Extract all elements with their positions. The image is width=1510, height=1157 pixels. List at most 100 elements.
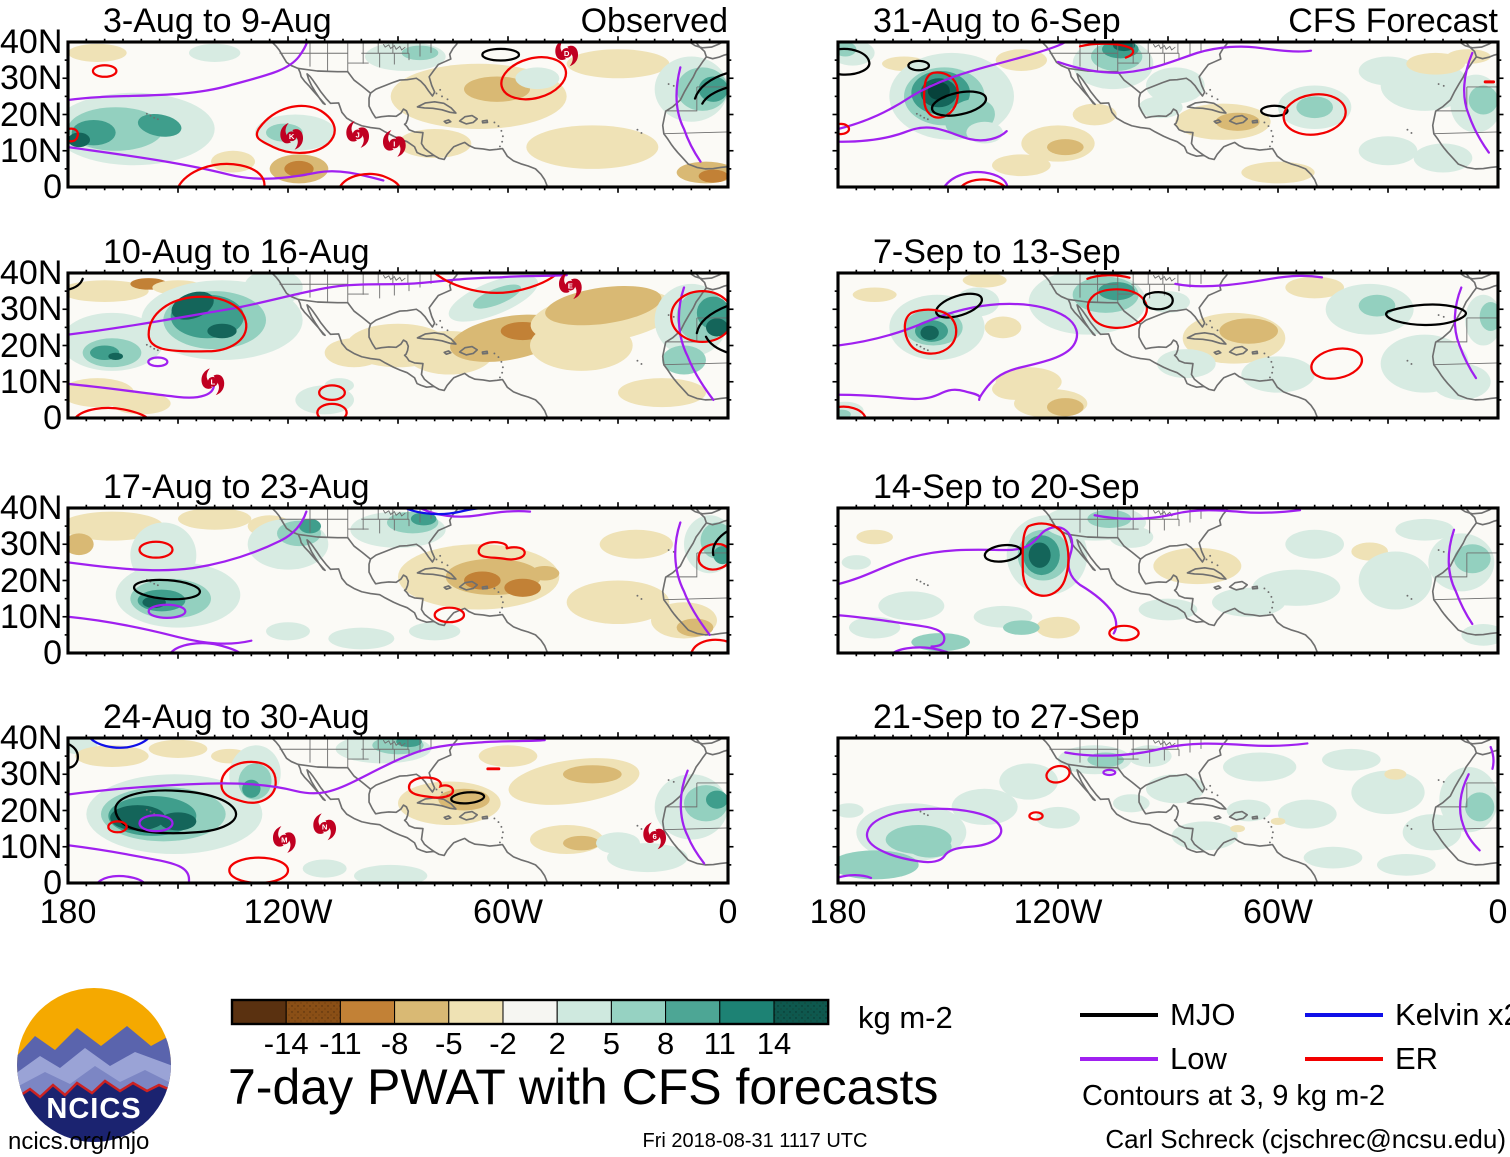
colorbar-tick: 14 <box>756 1026 792 1061</box>
coastline <box>1041 738 1498 883</box>
storm-letter: 6 <box>653 832 657 841</box>
hurricane-icon: E <box>558 272 582 300</box>
map-panel: K J I D <box>62 36 734 193</box>
coastline <box>1041 508 1498 653</box>
island-dots <box>145 549 675 614</box>
wave-contours <box>838 42 1496 187</box>
storm-letter: N <box>322 823 328 832</box>
x-tick-label: 120W <box>243 893 333 931</box>
colorbar-segment <box>394 999 450 1025</box>
axis-ticks <box>62 502 734 659</box>
hurricane-icon: D <box>555 39 579 67</box>
legend-item-er: ER <box>1305 1041 1510 1077</box>
legend-item-mjo: MJO <box>1080 997 1305 1033</box>
panel-corner-label: Observed <box>580 2 728 40</box>
panel-title: 7-Sep to 13-Sep <box>873 233 1121 271</box>
x-tick-label: 0 <box>718 893 738 931</box>
map-panel <box>832 267 1504 424</box>
colorbar-tick: 5 <box>602 1026 621 1061</box>
legend-line-swatch <box>1305 1057 1383 1061</box>
hurricane-icon: J <box>346 121 370 148</box>
axis-ticks <box>62 732 734 889</box>
storm-letter: J <box>356 130 360 139</box>
y-tick-label: 10N <box>0 597 63 636</box>
island-dots <box>145 83 675 148</box>
x-tick-label: 60W <box>473 893 543 931</box>
colorbar-segment <box>610 999 667 1025</box>
panel-corner-label: CFS Forecast <box>1288 2 1498 40</box>
panel-title: 14-Sep to 20-Sep <box>873 468 1140 506</box>
footer-timestamp: Fri 2018-08-31 1117 UTC <box>642 1130 868 1152</box>
wave-contours <box>838 274 1478 418</box>
colorbar-segment <box>719 999 775 1025</box>
border-lines <box>279 738 728 831</box>
anomaly-fills <box>838 273 1498 418</box>
legend-label: ER <box>1395 1041 1439 1076</box>
map-panel: M N 6 <box>62 732 734 889</box>
anomaly-fills <box>68 508 728 650</box>
y-tick-label: 30N <box>0 290 63 329</box>
map-panel <box>62 502 734 659</box>
border-lines <box>279 508 728 601</box>
axis-ticks <box>832 36 1504 193</box>
axis-ticks <box>832 732 1504 889</box>
legend-item-kelvin: Kelvin x2 <box>1305 997 1510 1033</box>
x-tick-label: 120W <box>1013 893 1103 931</box>
y-tick-label: 10N <box>0 362 63 401</box>
logo-text: NCICS <box>46 1093 141 1125</box>
anomaly-fills <box>838 745 1498 880</box>
y-tick-label: 0 <box>43 864 62 902</box>
y-tick-label: 20N <box>0 326 63 365</box>
anomaly-fills <box>68 42 728 184</box>
hurricane-icon: L <box>201 368 225 396</box>
ncics-logo: NCICS <box>17 988 171 1142</box>
y-tick-label: 20N <box>0 791 63 830</box>
y-tick-label: 30N <box>0 59 63 98</box>
colorbar-tick: 2 <box>548 1026 566 1061</box>
legend-line-swatch <box>1080 1057 1158 1061</box>
y-tick-label: 20N <box>0 561 63 600</box>
colorbar-segment <box>231 999 287 1025</box>
panel-title: 10-Aug to 16-Aug <box>103 233 370 271</box>
panel-title: 17-Aug to 23-Aug <box>103 468 370 506</box>
colorbar-tick: -11 <box>319 1026 362 1061</box>
coastline <box>271 738 728 883</box>
figure-title: 7-day PWAT with CFS forecasts <box>228 1059 939 1115</box>
panel-title: 21-Sep to 27-Sep <box>873 698 1140 736</box>
storm-letter: I <box>393 139 395 148</box>
border-lines <box>1049 738 1498 831</box>
storm-letter: K <box>289 132 295 141</box>
wave-contours <box>68 508 728 653</box>
colorbar-units-label: kg m-2 <box>858 1000 953 1035</box>
colorbar-tick: -2 <box>489 1026 517 1061</box>
colorbar <box>230 998 830 1031</box>
storm-letter: D <box>564 49 570 58</box>
y-tick-label: 0 <box>43 168 62 206</box>
y-tick-label: 40N <box>0 254 63 292</box>
axis-ticks <box>832 502 1504 659</box>
colorbar-segment <box>339 999 396 1025</box>
island-dots <box>915 314 1445 379</box>
y-tick-label: 40N <box>0 719 63 757</box>
storm-letter: E <box>568 282 573 291</box>
y-tick-label: 0 <box>43 399 62 437</box>
contour-legend: MJO Low Kelvin x2 ER <box>1080 993 1510 1081</box>
legend-label: Low <box>1170 1041 1227 1076</box>
map-panel: EL <box>62 267 734 424</box>
colorbar-tick: 11 <box>703 1026 736 1061</box>
map-panel <box>832 502 1504 659</box>
storm-letter: M <box>281 835 287 844</box>
island-dots <box>915 549 1445 614</box>
coastline <box>271 508 728 653</box>
coastline <box>1041 273 1498 418</box>
contour-note: Contours at 3, 9 kg m-2 <box>1082 1080 1386 1112</box>
legend-line-swatch <box>1080 1013 1158 1017</box>
axis-ticks <box>62 267 734 424</box>
y-tick-label: 30N <box>0 525 63 564</box>
y-tick-label: 20N <box>0 95 63 134</box>
wave-contours <box>838 742 1495 880</box>
footer-credit: Carl Schreck (cjschrec@ncsu.edu) <box>1105 1124 1506 1154</box>
x-tick-label: 180 <box>39 893 97 931</box>
coastline <box>1041 42 1498 187</box>
